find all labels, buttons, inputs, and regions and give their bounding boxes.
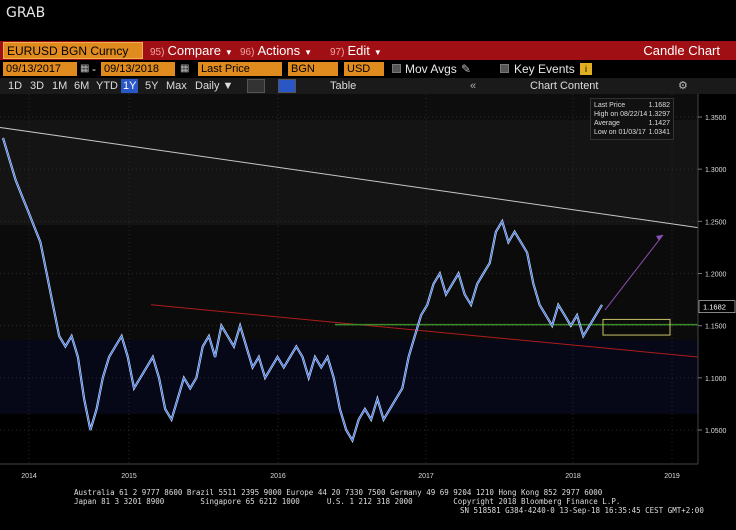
info-icon[interactable]: i xyxy=(580,63,592,75)
last-price-box xyxy=(698,300,736,313)
y-tick-label: 1.2000 xyxy=(705,272,727,279)
chevron-down-icon: ▼ xyxy=(304,48,313,57)
calendar-icon[interactable]: ▦ xyxy=(180,63,190,74)
window-titlebar: GRAB xyxy=(0,0,736,40)
trendline xyxy=(150,304,699,358)
edit-menu[interactable]: 97) Edit ▼ xyxy=(330,41,382,60)
arrow-head xyxy=(656,234,663,241)
grid xyxy=(0,94,698,464)
x-axis: 2014 2015 2016 2017 2018 2019 xyxy=(0,463,698,480)
chart-content-button[interactable]: Chart Content xyxy=(530,80,599,92)
x-tick-label: 2019 xyxy=(664,473,680,480)
legend-item-high: High on 08/22/14 1.3297 xyxy=(594,110,670,119)
band-middle xyxy=(0,225,698,340)
period-1d[interactable]: 1D xyxy=(8,80,23,92)
y-axis: 1.3500 1.3000 1.2500 1.2000 1.1500 1.1000 1.05… xyxy=(697,94,727,464)
mov-avgs-checkbox[interactable] xyxy=(392,64,401,73)
period-6m[interactable]: 6M xyxy=(74,80,90,92)
source-select[interactable]: BGN xyxy=(288,62,338,76)
edit-menu-number: 97) xyxy=(330,47,345,58)
y-tick-label: 1.1000 xyxy=(705,376,727,383)
start-date-field[interactable]: 09/13/2017 xyxy=(3,62,77,76)
price-chart[interactable]: 1.3500 1.3000 1.2500 1.2000 1.1500 1.1000 1.05… xyxy=(0,94,736,482)
legend-item-low: Low on 01/03/17 1.0341 xyxy=(594,128,670,137)
command-bar: EURUSD BGN Curncy 95) Compare ▼ 96) Actions… xyxy=(0,41,736,60)
last-price-label: 1.1682 xyxy=(703,303,726,312)
x-tick-label: 2014 xyxy=(21,473,37,480)
key-events-label: Key Events xyxy=(514,62,575,76)
mov-avgs-label: Mov Avgs xyxy=(405,62,457,76)
band-lower xyxy=(0,340,698,414)
period-3d[interactable]: 3D xyxy=(30,80,45,92)
compare-menu-label: Compare xyxy=(167,43,221,58)
period-1m[interactable]: 1M xyxy=(52,80,68,92)
target-box xyxy=(602,318,671,336)
projection-arrow xyxy=(604,234,664,311)
x-tick-label: 2018 xyxy=(565,473,581,480)
band-upper xyxy=(0,120,698,225)
period-max[interactable]: Max xyxy=(166,80,187,92)
period-1y[interactable]: 1Y xyxy=(121,79,139,93)
edit-menu-label: Edit xyxy=(347,43,370,58)
frequency-select[interactable]: Daily ▼ xyxy=(195,80,234,92)
y-tick-label: 1.3500 xyxy=(705,115,727,122)
y-tick-label: 1.0500 xyxy=(705,428,727,435)
legend-value: 1.1427 xyxy=(648,120,670,127)
y-tick-label: 1.2500 xyxy=(705,219,727,226)
chart-legend[interactable]: Last Price 1.1682 High on 08/22/14 1.3297 … xyxy=(590,98,674,140)
actions-menu[interactable]: 96) Actions ▼ xyxy=(240,41,312,60)
gear-icon[interactable]: ⚙ xyxy=(678,80,688,92)
legend-value: 1.1682 xyxy=(648,102,670,109)
chevron-down-icon: ▼ xyxy=(373,48,382,57)
legend-value: 1.0341 xyxy=(648,129,670,136)
settings-bar: 09/13/2017 ▦ - 09/13/2018 ▦ Last Price B… xyxy=(0,60,736,78)
currency-select[interactable]: USD xyxy=(344,62,384,76)
x-tick-label: 2017 xyxy=(418,473,434,480)
period-5y[interactable]: 5Y xyxy=(145,80,159,92)
end-date-field[interactable]: 09/13/2018 xyxy=(101,62,175,76)
compare-tool-icon[interactable] xyxy=(278,79,296,93)
legend-value: 1.3297 xyxy=(648,111,670,118)
calendar-icon[interactable]: ▦ xyxy=(80,63,90,74)
x-tick-label: 2016 xyxy=(270,473,286,480)
legend-item-average: Average 1.1427 xyxy=(594,119,670,128)
legend-label: Last Price xyxy=(594,102,626,109)
legend-label: High on 08/22/14 xyxy=(594,111,648,118)
window-title: GRAB xyxy=(6,5,46,21)
y-tick-label: 1.1500 xyxy=(705,324,727,331)
period-bar: 1D 3D 1M 6M YTD 1Y 5Y Max Daily ▼ Table … xyxy=(0,78,736,94)
trendline xyxy=(0,126,699,229)
annotations xyxy=(0,126,699,358)
collapse-left-icon[interactable]: « xyxy=(470,80,477,92)
chevron-down-icon: ▼ xyxy=(224,48,233,57)
actions-menu-number: 96) xyxy=(240,47,255,58)
price-field-select[interactable]: Last Price xyxy=(198,62,282,76)
period-ytd[interactable]: YTD xyxy=(96,80,118,92)
line-tool-icon[interactable] xyxy=(247,79,265,93)
chart-area[interactable]: 1.3500 1.3000 1.2500 1.2000 1.1500 1.1000 1.05… xyxy=(0,94,736,482)
ticker-field[interactable]: EURUSD BGN Curncy xyxy=(3,42,143,59)
actions-menu-label: Actions xyxy=(257,43,301,58)
pencil-icon[interactable]: ✎ xyxy=(461,62,472,76)
table-button[interactable]: Table xyxy=(330,80,357,92)
key-events-checkbox[interactable] xyxy=(500,64,509,73)
footer: Australia 61 2 9777 8600 Brazil 5511 239… xyxy=(0,484,736,530)
compare-menu[interactable]: 95) Compare ▼ xyxy=(150,41,233,60)
footer-contacts-line1: Australia 61 2 9777 8600 Brazil 5511 239… xyxy=(74,488,603,497)
footer-session-line: SN 518581 G384-4240-0 13-Sep-18 16:35:45… xyxy=(460,506,704,515)
legend-item-last-price: Last Price 1.1682 xyxy=(594,101,670,110)
chart-type-label: Candle Chart xyxy=(643,43,720,58)
footer-contacts-line2: Japan 81 3 3201 8900 Singapore 65 6212 1… xyxy=(74,497,621,506)
last-price-marker: 1.1682 xyxy=(698,300,736,313)
legend-label: Low on 01/03/17 xyxy=(594,129,646,136)
y-tick-label: 1.3000 xyxy=(705,167,727,174)
legend-label: Average xyxy=(594,120,620,127)
date-separator: - xyxy=(92,62,96,76)
frequency-label: Daily xyxy=(195,80,220,92)
band-top xyxy=(0,94,698,120)
compare-menu-number: 95) xyxy=(150,47,165,58)
price-series-shadow xyxy=(2,137,603,442)
x-tick-label: 2015 xyxy=(121,473,137,480)
